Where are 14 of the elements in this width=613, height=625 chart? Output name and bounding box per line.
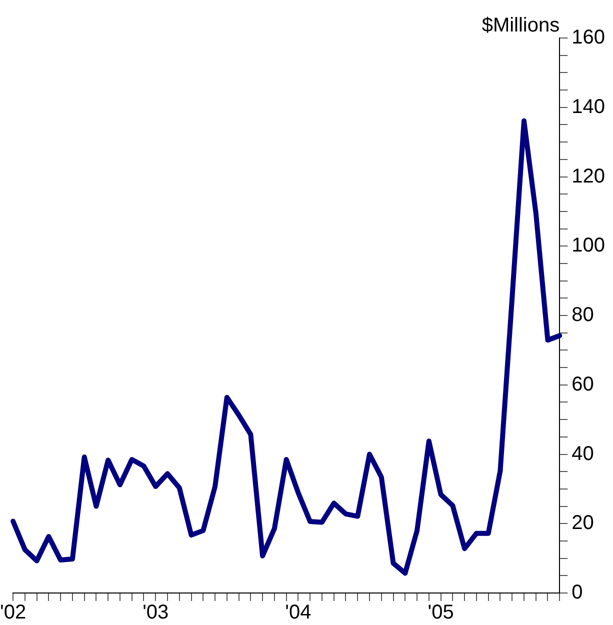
y-tick-label: 40	[572, 442, 594, 465]
y-tick-label: 160	[572, 26, 606, 49]
x-tick-label: '03	[142, 602, 169, 624]
y-tick-label: 0	[572, 582, 583, 604]
x-tick-label: '02	[0, 602, 26, 624]
y-tick-label: 20	[572, 512, 594, 534]
y-tick-label: 100	[572, 234, 606, 257]
x-tick-label: '04	[285, 602, 312, 624]
y-tick-label: 80	[572, 304, 594, 326]
y-tick-label: 120	[572, 165, 606, 188]
x-tick-label: '05	[428, 602, 454, 624]
y-axis-title: $Millions	[482, 14, 560, 37]
y-tick-label: 140	[572, 96, 606, 118]
y-tick-label: 60	[572, 373, 594, 396]
